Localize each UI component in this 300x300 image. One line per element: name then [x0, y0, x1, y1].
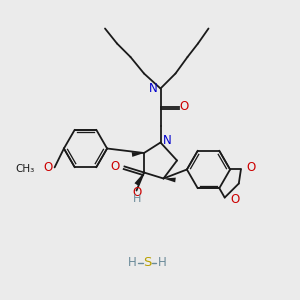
- Text: O: O: [43, 161, 52, 174]
- Polygon shape: [164, 178, 176, 182]
- Text: O: O: [246, 160, 256, 174]
- Polygon shape: [134, 172, 144, 186]
- Text: N: N: [163, 134, 172, 148]
- Polygon shape: [132, 152, 144, 157]
- Text: CH₃: CH₃: [16, 164, 35, 174]
- Text: N: N: [149, 82, 158, 95]
- Text: H: H: [128, 256, 136, 269]
- Text: O: O: [133, 185, 142, 199]
- Text: O: O: [179, 100, 188, 113]
- Text: O: O: [111, 160, 120, 173]
- Text: O: O: [230, 194, 239, 206]
- Text: H: H: [158, 256, 166, 269]
- Text: S: S: [143, 256, 151, 269]
- Text: H: H: [133, 194, 142, 205]
